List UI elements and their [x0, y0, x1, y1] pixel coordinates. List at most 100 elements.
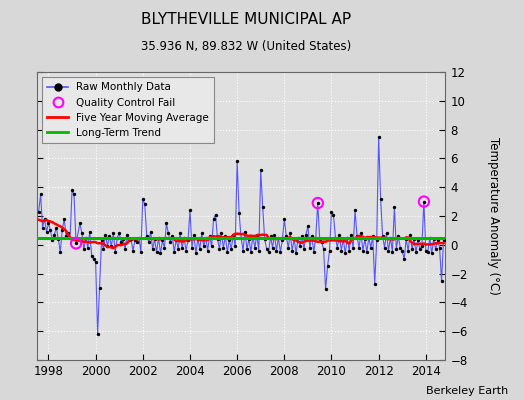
Point	[42, 229, 51, 235]
Point	[278, 237, 287, 244]
Point	[423, 249, 432, 255]
Point	[376, 196, 385, 202]
Point	[266, 233, 275, 239]
Point	[133, 239, 141, 245]
Point	[398, 247, 407, 254]
Point	[365, 234, 373, 241]
Point	[241, 229, 249, 235]
Point	[97, 237, 106, 244]
Point	[260, 236, 269, 242]
Point	[155, 234, 163, 241]
Point	[313, 200, 322, 206]
Point	[323, 263, 332, 270]
Point	[85, 229, 94, 235]
Point	[93, 331, 102, 337]
Point	[290, 236, 298, 242]
Point	[325, 247, 334, 254]
Point	[310, 249, 318, 255]
Point	[109, 230, 117, 236]
Point	[131, 237, 139, 244]
Point	[320, 246, 328, 252]
Point	[255, 247, 263, 254]
Point	[223, 249, 232, 255]
Point	[414, 237, 422, 244]
Point	[172, 236, 180, 242]
Point	[45, 220, 53, 226]
Point	[203, 247, 212, 254]
Point	[111, 249, 119, 255]
Point	[184, 237, 192, 244]
Point	[162, 220, 171, 226]
Point	[394, 233, 402, 239]
Legend: Raw Monthly Data, Quality Control Fail, Five Year Moving Average, Long-Term Tren: Raw Monthly Data, Quality Control Fail, …	[42, 77, 214, 143]
Point	[270, 232, 279, 238]
Point	[363, 249, 371, 255]
Point	[345, 247, 353, 254]
Point	[337, 247, 345, 254]
Point	[347, 232, 355, 238]
Point	[373, 237, 381, 244]
Point	[416, 246, 424, 252]
Point	[308, 233, 316, 239]
Point	[380, 244, 389, 251]
Point	[235, 210, 243, 216]
Point	[343, 234, 352, 241]
Point	[378, 233, 387, 239]
Point	[312, 234, 320, 241]
Point	[176, 230, 184, 236]
Text: BLYTHEVILLE MUNICIPAL AP: BLYTHEVILLE MUNICIPAL AP	[141, 12, 352, 27]
Point	[375, 134, 383, 140]
Point	[152, 249, 161, 255]
Point	[349, 244, 357, 251]
Point	[233, 158, 242, 164]
Point	[52, 224, 60, 231]
Point	[370, 280, 379, 287]
Point	[180, 234, 188, 241]
Point	[439, 237, 447, 244]
Point	[422, 247, 430, 254]
Point	[170, 249, 179, 255]
Point	[198, 230, 206, 236]
Point	[64, 230, 72, 236]
Point	[227, 246, 235, 252]
Point	[408, 246, 416, 252]
Point	[265, 249, 273, 255]
Point	[76, 220, 84, 226]
Point	[68, 187, 77, 193]
Point	[190, 232, 198, 238]
Point	[219, 244, 227, 251]
Point	[341, 250, 350, 257]
Point	[105, 233, 114, 239]
Point	[46, 227, 54, 234]
Point	[386, 234, 395, 241]
Point	[257, 167, 265, 173]
Point	[148, 246, 157, 252]
Point	[145, 239, 153, 245]
Point	[249, 233, 257, 239]
Point	[430, 236, 438, 242]
Point	[280, 216, 289, 222]
Point	[115, 230, 124, 236]
Point	[72, 240, 80, 246]
Point	[433, 237, 442, 244]
Point	[294, 234, 302, 241]
Point	[211, 211, 220, 218]
Point	[174, 246, 182, 252]
Point	[296, 243, 304, 250]
Point	[357, 230, 365, 236]
Point	[237, 234, 245, 241]
Point	[205, 233, 214, 239]
Point	[123, 232, 132, 238]
Point	[331, 234, 340, 241]
Point	[101, 232, 110, 238]
Point	[215, 246, 224, 252]
Point	[253, 232, 261, 238]
Point	[84, 244, 92, 251]
Point	[288, 247, 297, 254]
Point	[58, 227, 67, 234]
Point	[119, 236, 127, 242]
Point	[418, 243, 426, 250]
Point	[383, 230, 391, 236]
Point	[392, 246, 400, 252]
Point	[210, 216, 218, 222]
